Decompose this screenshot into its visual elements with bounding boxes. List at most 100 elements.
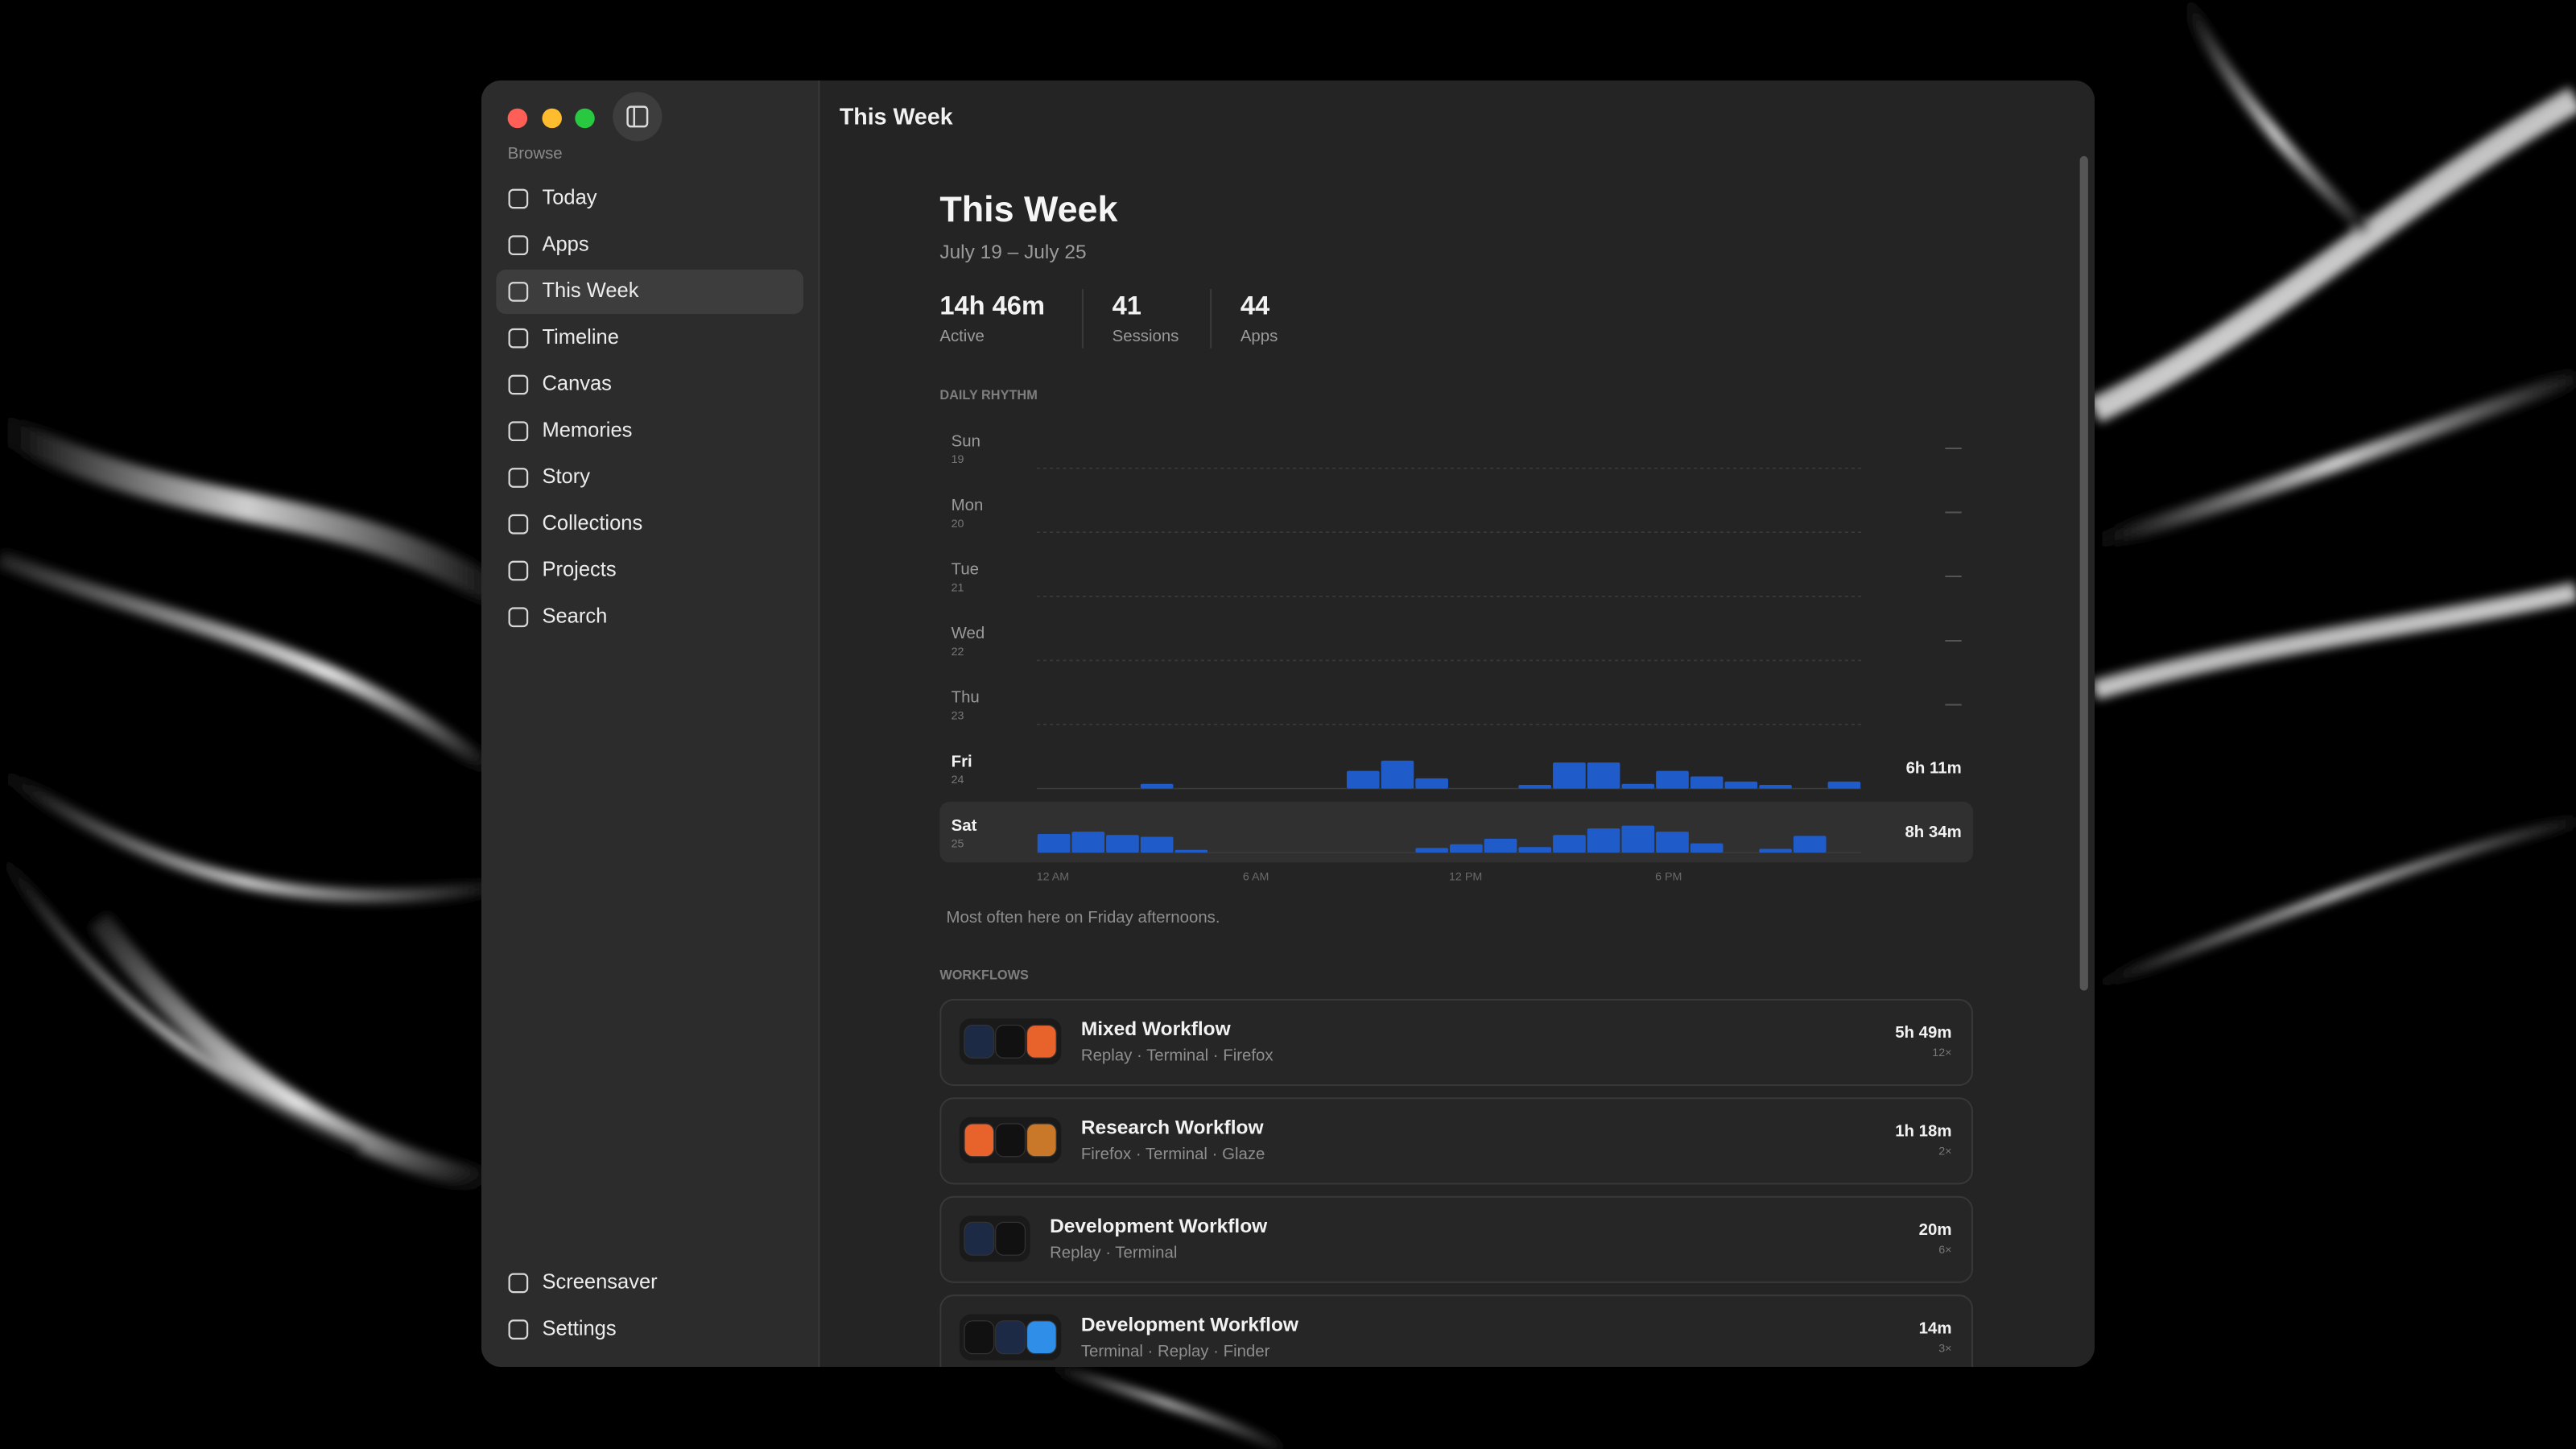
sidebar-toggle[interactable]: [613, 92, 663, 142]
bar: [1724, 781, 1758, 789]
x-tick-label: 6 AM: [1243, 871, 1269, 884]
day-total: —: [1945, 696, 1962, 713]
stat-label: Active: [939, 328, 985, 345]
app-icon: [995, 1221, 1026, 1256]
bar: [1690, 776, 1724, 789]
workflow-apps: Firefox · Terminal · Glaze: [1081, 1146, 1265, 1163]
day-total: —: [1945, 503, 1962, 521]
sidebar-icon: [508, 1319, 529, 1340]
day-label: Sat: [952, 817, 977, 835]
sidebar-icon: [508, 560, 529, 581]
bar: [1106, 835, 1139, 853]
sidebar-item[interactable]: Timeline: [542, 326, 618, 349]
sidebar-item[interactable]: Settings: [542, 1317, 616, 1340]
zoom-button[interactable]: [575, 108, 595, 129]
bar: [1621, 825, 1655, 853]
workflow-count: 2×: [1938, 1145, 1951, 1158]
sidebar-item[interactable]: Collections: [542, 512, 642, 535]
bar: [1071, 832, 1105, 853]
close-button[interactable]: [507, 108, 528, 129]
workflow-card[interactable]: [939, 998, 1974, 1086]
day-date: 23: [952, 710, 964, 723]
app-icon: [964, 1221, 995, 1256]
app-icon: [1026, 1123, 1057, 1158]
app-icon: [964, 1320, 995, 1355]
sidebar-icon: [508, 374, 529, 395]
sidebar-icon: [508, 235, 529, 256]
x-tick-label: 6 PM: [1655, 871, 1682, 884]
workflow-duration: 5h 49m: [1895, 1024, 1951, 1042]
workflow-name: Development Workflow: [1081, 1314, 1299, 1335]
day-date: 22: [952, 646, 964, 658]
sidebar-item[interactable]: Story: [542, 465, 590, 488]
day-total: —: [1945, 631, 1962, 649]
bar: [1381, 760, 1414, 789]
sidebar-icon: [508, 421, 529, 442]
minimize-button[interactable]: [542, 108, 562, 129]
sidebar-toggle-icon: [626, 105, 649, 128]
content: Today Apps This Week Timeline Canvas Memories…: [496, 187, 1974, 1381]
sidebar-item[interactable]: Screensaver: [542, 1271, 658, 1294]
sidebar-icon: [508, 282, 529, 302]
sidebar-selection: [496, 269, 803, 314]
day-label: Tue: [952, 561, 979, 579]
sidebar-item[interactable]: This Week: [542, 279, 638, 302]
day-label: Mon: [952, 497, 984, 514]
workflow-count: 6×: [1938, 1244, 1951, 1257]
workflow-card[interactable]: [939, 1195, 1974, 1283]
app-icon: [995, 1320, 1026, 1355]
bar: [1484, 838, 1517, 853]
bar: [1827, 781, 1861, 789]
sidebar-icon: [508, 468, 529, 488]
sidebar-item[interactable]: Apps: [542, 233, 588, 255]
day-label: Sun: [952, 432, 980, 450]
window-title: This Week: [840, 104, 953, 130]
sidebar-item[interactable]: Projects: [542, 559, 616, 581]
bar: [1553, 835, 1586, 853]
app-icon: [1026, 1024, 1057, 1059]
workflow-apps: Terminal · Replay · Finder: [1081, 1343, 1270, 1360]
workflow-count: 12×: [1932, 1046, 1951, 1059]
bar: [1037, 834, 1071, 853]
workflow-name: Mixed Workflow: [1081, 1018, 1232, 1040]
workflow-apps: Replay · Terminal · Firefox: [1081, 1047, 1274, 1065]
workflow-apps: Replay · Terminal: [1050, 1245, 1177, 1262]
sidebar-item[interactable]: Canvas: [542, 373, 611, 395]
day-label: Wed: [952, 625, 985, 642]
day-total: —: [1945, 440, 1962, 457]
sidebar-item[interactable]: Search: [542, 605, 607, 627]
sidebar-item[interactable]: Today: [542, 187, 597, 209]
sidebar-icon: [508, 514, 529, 535]
app-icon: [1026, 1320, 1057, 1355]
bar: [1553, 762, 1586, 789]
workflow-card[interactable]: [939, 1097, 1974, 1185]
bar: [1759, 784, 1792, 789]
stat-value: 14h 46m: [939, 290, 1045, 320]
bar: [1518, 847, 1552, 853]
day-label: Thu: [952, 689, 980, 707]
bar: [1346, 770, 1380, 789]
app-icon: [995, 1024, 1026, 1059]
bar: [1518, 784, 1552, 789]
day-total: 8h 34m: [1905, 824, 1961, 841]
day-date: 21: [952, 581, 964, 594]
day-label: Fri: [952, 753, 972, 770]
workflow-name: Development Workflow: [1050, 1216, 1268, 1237]
section-label: WORKFLOWS: [939, 968, 1029, 983]
day-date: 25: [952, 838, 964, 851]
x-tick-label: 12 AM: [1037, 871, 1069, 884]
day-date: 19: [952, 453, 964, 466]
window: This Week Browse This Week July 19 – Jul…: [481, 80, 2095, 1381]
scrollbar[interactable]: [2079, 155, 2088, 991]
bar: [1656, 770, 1689, 789]
bar: [1415, 848, 1448, 853]
day-date: 20: [952, 518, 964, 530]
bar: [1587, 828, 1620, 853]
sidebar-item[interactable]: Memories: [542, 419, 632, 441]
workflow-card[interactable]: [939, 1294, 1974, 1381]
bar: [1450, 844, 1483, 853]
bar: [1690, 843, 1724, 853]
app-icon: [995, 1123, 1026, 1158]
